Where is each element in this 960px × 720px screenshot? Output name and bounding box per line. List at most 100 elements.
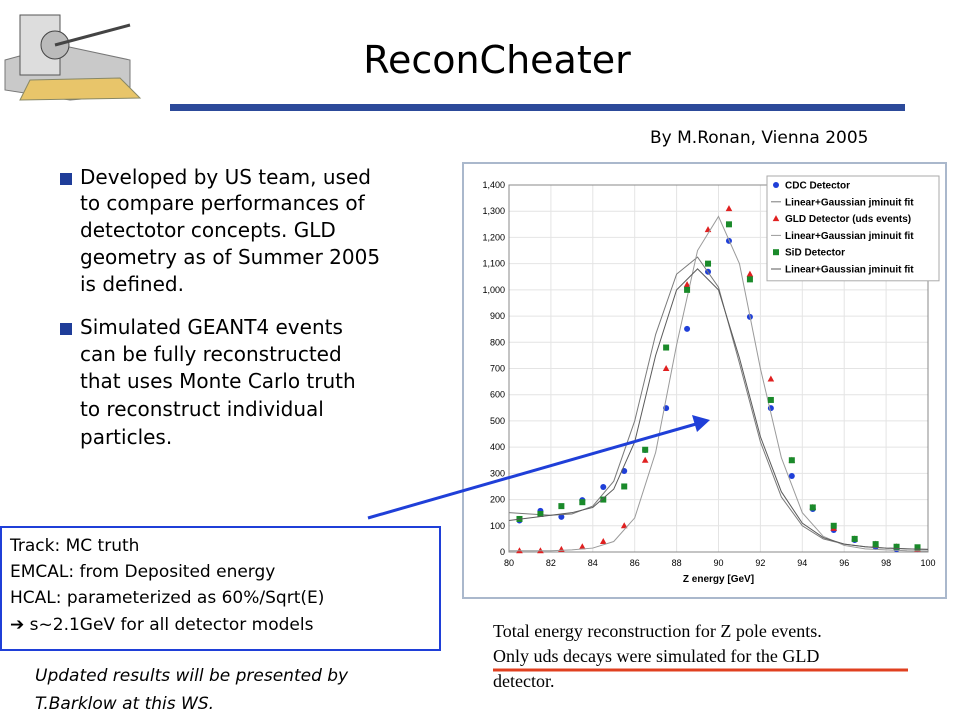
legend-marker — [773, 182, 779, 188]
chart: 0 100 200 300 400 500 600 700 800 900 1,000 1,100 1,… — [482, 175, 940, 585]
legend-label: CDC Detector — [785, 181, 850, 192]
author: By M.Ronan, Vienna 2005 — [650, 128, 869, 148]
point — [641, 456, 649, 463]
x-tick-label: 100 — [920, 558, 935, 568]
point — [599, 538, 607, 545]
y-tick-label: 1,000 — [482, 285, 505, 295]
y-tick-label: 600 — [490, 390, 505, 400]
y-tick-label: 0 — [500, 547, 505, 557]
x-tick-label: 96 — [839, 558, 849, 568]
point — [683, 281, 691, 288]
bullet-line: detectotor concepts. GLD — [80, 218, 336, 242]
box-line: HCAL: parameterized as 60%/Sqrt(E) — [10, 588, 325, 608]
point — [662, 365, 670, 371]
point — [830, 522, 837, 529]
y-tick-label: 500 — [490, 416, 505, 426]
point — [642, 446, 649, 453]
title: ReconCheater — [363, 38, 631, 82]
point — [663, 344, 670, 351]
x-tick-label: 88 — [672, 558, 682, 568]
point — [705, 260, 712, 267]
point — [558, 503, 565, 510]
plot-frame — [508, 184, 929, 553]
point — [767, 375, 775, 382]
x-tick-label: 80 — [504, 558, 514, 568]
x-tick-label: 84 — [588, 558, 598, 568]
point — [725, 205, 733, 212]
bullet-line: Simulated GEANT4 events — [80, 315, 343, 339]
x-tick-label: 86 — [630, 558, 640, 568]
fit-line — [508, 268, 929, 550]
y-tick-label: 1,300 — [482, 206, 505, 216]
caption-line: detector. — [493, 671, 555, 691]
point — [788, 472, 795, 479]
arrow-head — [692, 415, 710, 432]
y-tick-label: 800 — [490, 337, 505, 347]
bullet-line: Developed by US team, used — [80, 165, 371, 189]
bullet-line: to reconstruct individual — [80, 397, 324, 421]
arrow — [367, 422, 697, 520]
legend-label: Linear+Gaussian jminuit fit — [785, 231, 914, 242]
point — [725, 221, 732, 228]
x-tick-label: 82 — [546, 558, 556, 568]
legend-box — [766, 175, 940, 282]
point — [600, 496, 607, 503]
y-tick-label: 100 — [490, 521, 505, 531]
point — [579, 543, 586, 550]
point — [537, 510, 544, 517]
point — [746, 270, 754, 277]
point — [767, 396, 774, 403]
x-tick-label: 92 — [755, 558, 765, 568]
x-tick-label: 98 — [881, 558, 891, 568]
point — [809, 504, 816, 511]
y-tick-label: 700 — [490, 364, 505, 374]
bullet-line: that uses Monte Carlo truth — [80, 369, 356, 393]
fit-line — [509, 215, 929, 552]
point — [893, 543, 900, 550]
bullet-line: is defined. — [80, 272, 184, 296]
point — [746, 276, 753, 283]
point — [600, 483, 607, 490]
legend-marker — [773, 249, 779, 256]
x-tick-label: 94 — [797, 558, 807, 568]
y-tick-label: 300 — [490, 468, 505, 478]
logo — [4, 14, 142, 101]
y-tick-label: 200 — [490, 495, 505, 505]
x-tick-label: 90 — [713, 558, 723, 568]
note-line: Updated results will be presented by — [35, 666, 349, 686]
legend-marker — [772, 215, 780, 222]
caption-line: Total energy reconstruction for Z pole e… — [493, 621, 822, 641]
legend-label: SiD Detector — [785, 248, 845, 259]
info-box — [0, 526, 441, 651]
box-line: Track: MC truth — [10, 536, 140, 556]
point — [621, 483, 628, 490]
note-line: T.Barklow at this WS. — [35, 694, 215, 714]
box-line: ➔ s~2.1GeV for all detector models — [10, 615, 314, 635]
bullet-line: to compare performances of — [80, 191, 365, 215]
legend-label: Linear+Gaussian jminuit fit — [785, 265, 914, 276]
point — [684, 325, 691, 332]
point — [788, 457, 795, 464]
point — [558, 513, 565, 520]
bullet-marker — [60, 173, 72, 185]
legend-label: Linear+Gaussian jminuit fit — [785, 197, 914, 208]
y-tick-label: 400 — [490, 442, 505, 452]
title-bar — [170, 104, 905, 111]
bullet-line: can be fully reconstructed — [80, 342, 342, 366]
point — [620, 522, 628, 529]
y-tick-label: 1,100 — [482, 259, 505, 269]
point — [851, 535, 858, 542]
y-tick-label: 1,200 — [482, 232, 505, 242]
box-line: EMCAL: from Deposited energy — [10, 562, 276, 582]
bullet-line: particles. — [80, 425, 173, 449]
point — [684, 286, 691, 293]
y-tick-label: 1,400 — [482, 180, 505, 190]
x-axis-label: Z energy [GeV] — [683, 574, 754, 585]
y-tick-label: 900 — [490, 311, 505, 321]
bullet-marker — [60, 323, 72, 335]
caption-line: Only uds decays were simulated for the G… — [493, 646, 820, 666]
point — [914, 544, 921, 551]
point — [579, 499, 586, 506]
